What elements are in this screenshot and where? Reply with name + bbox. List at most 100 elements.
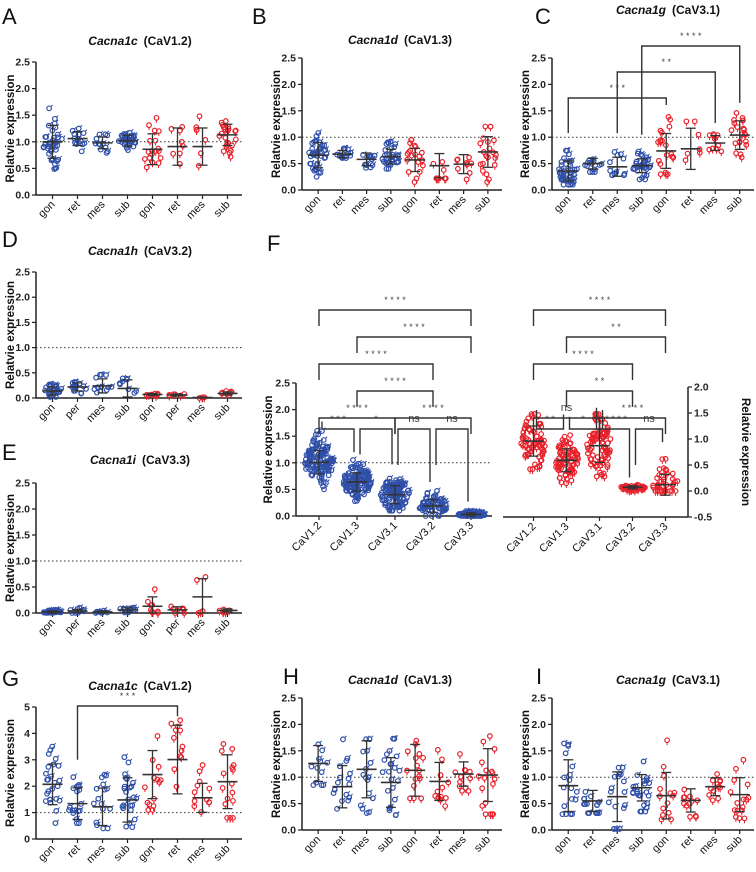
male-symbol-arrow xyxy=(132,131,136,135)
y-tick-label: 2.0 xyxy=(531,719,546,731)
male-symbol-arrow xyxy=(320,438,324,442)
gene-name: Cacna1d xyxy=(348,673,399,687)
x-tick-label: gon xyxy=(650,194,671,215)
group-gon xyxy=(40,104,66,172)
data-point xyxy=(682,157,689,164)
data-point xyxy=(442,803,449,810)
data-point xyxy=(683,118,690,125)
male-symbol-arrow xyxy=(325,141,328,145)
male-symbol-arrow xyxy=(367,476,371,480)
male-symbol-arrow xyxy=(85,139,89,142)
data-point xyxy=(445,779,452,786)
male-symbol-arrow xyxy=(73,379,77,382)
x-tick-label: CaV3.1 xyxy=(570,521,604,555)
significance-bracket: * * * * xyxy=(532,349,634,380)
male-symbol-arrow xyxy=(649,792,653,795)
group-gon xyxy=(142,586,163,618)
male-symbol-arrow xyxy=(332,466,336,470)
x-tick-label: mes xyxy=(184,616,208,640)
significance-bracket: * * xyxy=(565,322,667,353)
male-symbol-arrow xyxy=(560,165,563,169)
male-symbol-arrow xyxy=(332,455,336,458)
male-symbol-arrow xyxy=(387,140,391,143)
male-symbol-arrow xyxy=(338,805,341,808)
male-symbol-arrow xyxy=(332,459,336,463)
male-symbol-arrow xyxy=(641,807,645,811)
data-point xyxy=(230,797,236,804)
y-tick-label: 0.0 xyxy=(275,511,290,523)
y-tick-label: 1.0 xyxy=(15,136,30,148)
male-symbol-arrow xyxy=(73,127,77,130)
male-symbol-arrow xyxy=(385,496,388,500)
x-tick-label: gon xyxy=(136,402,157,423)
group-per xyxy=(167,603,188,618)
male-symbol-arrow xyxy=(108,824,112,828)
gene-name: Cacna1i xyxy=(90,453,137,467)
data-point xyxy=(120,605,127,612)
male-symbol-arrow xyxy=(317,136,321,140)
male-symbol-arrow xyxy=(135,815,139,819)
group-CaV3.2 xyxy=(618,481,648,496)
data-point xyxy=(347,770,353,777)
significance-label: * xyxy=(581,414,585,424)
data-point xyxy=(104,132,111,139)
data-point xyxy=(640,758,647,765)
data-point xyxy=(133,795,140,802)
data-point xyxy=(634,164,641,170)
male-symbol-arrow xyxy=(648,774,651,777)
data-point xyxy=(219,785,226,791)
male-symbol-arrow xyxy=(53,126,57,130)
data-point xyxy=(739,804,746,810)
male-symbol-arrow xyxy=(124,804,127,808)
male-symbol-arrow xyxy=(98,388,101,392)
y-tick-label: 0.5 xyxy=(694,460,709,472)
data-point xyxy=(345,775,352,782)
y-tick-label: 2.0 xyxy=(15,292,30,304)
data-point xyxy=(53,807,60,814)
x-tick-label: ret xyxy=(165,843,183,861)
data-point xyxy=(718,148,725,155)
male-symbol-arrow xyxy=(58,157,61,160)
y-tick-label: 0.5 xyxy=(531,158,546,170)
y-axis-label: Relatvie expression xyxy=(271,70,283,178)
data-point xyxy=(566,771,573,778)
male-symbol-arrow xyxy=(368,471,371,474)
x-tick-label: mes xyxy=(184,842,208,866)
male-symbol-arrow xyxy=(322,768,326,771)
group-mes xyxy=(605,763,629,832)
group-CaV3.2 xyxy=(416,487,450,519)
data-point xyxy=(70,774,77,781)
x-tick-label: CaV1.3 xyxy=(328,520,362,554)
data-point xyxy=(310,782,317,789)
data-point xyxy=(330,790,337,797)
male-symbol-arrow xyxy=(396,795,399,799)
data-point xyxy=(367,759,374,766)
male-symbol-arrow xyxy=(623,763,627,767)
data-point xyxy=(343,487,350,494)
male-symbol-arrow xyxy=(612,784,616,787)
male-symbol-arrow xyxy=(112,383,116,386)
data-point xyxy=(142,784,148,791)
male-symbol-arrow xyxy=(396,140,399,143)
male-symbol-arrow xyxy=(644,757,648,761)
x-tick-label: CaV1.2 xyxy=(290,520,324,554)
male-symbol-arrow xyxy=(87,385,90,388)
data-point xyxy=(320,782,327,789)
significance-bracket: * * * * xyxy=(318,349,434,380)
group-gon xyxy=(308,740,332,789)
male-symbol-arrow xyxy=(322,450,326,454)
data-point xyxy=(380,158,387,165)
male-symbol-arrow xyxy=(80,604,84,607)
male-symbol-arrow xyxy=(51,380,55,384)
group-mes xyxy=(191,762,213,817)
y-tick-label: 0.0 xyxy=(694,486,709,498)
male-symbol-arrow xyxy=(123,132,127,136)
data-point xyxy=(733,150,739,157)
significance-label: * * * * xyxy=(384,295,406,305)
data-point xyxy=(220,148,227,155)
y-tick-label: 1.5 xyxy=(281,745,296,757)
data-point xyxy=(394,778,401,784)
male-symbol-arrow xyxy=(57,383,60,386)
male-symbol-arrow xyxy=(328,445,332,449)
significance-label: ns xyxy=(408,413,420,425)
